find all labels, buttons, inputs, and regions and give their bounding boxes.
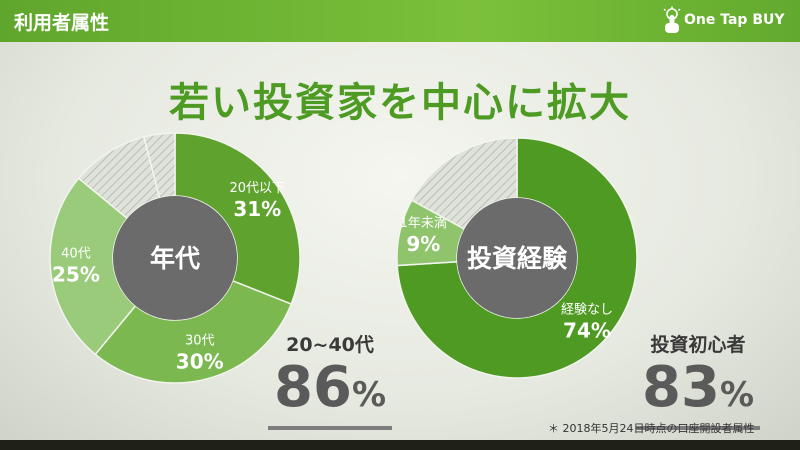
- slice-label-age-30s: 30代: [185, 333, 215, 348]
- summary-age-value: 86%: [268, 357, 392, 430]
- slice-label-age-40s: 40代: [61, 246, 91, 261]
- summary-age-unit: %: [351, 375, 387, 415]
- summary-experience-number: 83: [642, 355, 720, 420]
- header-bar: 利用者属性 One Tap BUY: [0, 0, 800, 42]
- slice-label-exp-none: 経験なし: [561, 303, 613, 318]
- footnote: ＊ 2018年5月24日時点の口座開設者属性: [548, 422, 755, 435]
- headline: 若い投資家を中心に拡大: [169, 80, 631, 126]
- slice-value-age-under-20s: 31%: [233, 197, 281, 221]
- summary-experience: 投資初心者 83%: [636, 330, 760, 430]
- donut-center-1: [457, 198, 577, 318]
- tap-hand-icon: [663, 6, 681, 33]
- brand-logo: One Tap BUY: [660, 6, 790, 36]
- donut-center-0: [113, 196, 237, 320]
- summary-age-caption: 20~40代: [286, 334, 374, 356]
- slice-value-exp-under-1y: 9%: [406, 232, 440, 256]
- slice-value-age-40s: 25%: [52, 262, 100, 286]
- brand-name: One Tap BUY: [684, 12, 785, 28]
- summary-experience-value: 83%: [636, 357, 760, 430]
- section-label: 利用者属性: [14, 12, 110, 34]
- summary-age-number: 86: [274, 355, 352, 420]
- slice-value-exp-none: 74%: [563, 319, 611, 343]
- slice-label-age-under-20s: 20代以下: [230, 181, 286, 196]
- summary-age: 20~40代 86%: [268, 330, 392, 430]
- summary-experience-caption: 投資初心者: [650, 334, 746, 356]
- donut-center-label-0: 年代: [150, 244, 200, 273]
- summary-experience-unit: %: [719, 375, 755, 415]
- slice-value-age-30s: 30%: [176, 349, 224, 373]
- slice-label-exp-under-1y: 1年未満: [400, 216, 447, 231]
- slide: 利用者属性 One Tap BUY 若い投資家を中心に拡大 20代以下 31% 30…: [0, 0, 800, 440]
- donut-center-label-1: 投資経験: [467, 244, 568, 273]
